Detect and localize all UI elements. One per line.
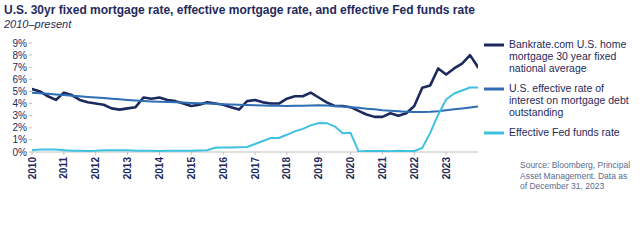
- y-tick: [29, 55, 32, 56]
- x-tick-label: 2014: [154, 157, 165, 180]
- x-tick-label: 2017: [250, 157, 261, 180]
- legend-swatch: [484, 131, 504, 135]
- y-tick: [29, 127, 32, 128]
- x-tick-label: 2020: [345, 157, 356, 180]
- x-tick: [191, 152, 192, 155]
- x-tick-label: 2022: [409, 157, 420, 180]
- x-tick-label: 2019: [313, 157, 324, 180]
- title: U.S. 30yr fixed mortgage rate, effective…: [4, 3, 475, 17]
- legend-swatch-line: [484, 88, 504, 91]
- y-tick: [29, 91, 32, 92]
- x-tick: [63, 152, 64, 155]
- legend-item: Effective Fed funds rate: [484, 126, 638, 138]
- x-tick-label: 2018: [281, 157, 292, 180]
- y-tick-label: 9%: [13, 38, 28, 49]
- y-tick-label: 6%: [13, 74, 28, 85]
- x-tick: [223, 152, 224, 155]
- x-tick-label: 2013: [122, 157, 133, 180]
- y-tick-label: 8%: [13, 50, 28, 61]
- legend-label: U.S. effective rate of interest on mortg…: [509, 82, 638, 118]
- series-line: [32, 55, 478, 117]
- y-tick-label: 2%: [13, 122, 28, 133]
- legend-swatch-line: [484, 44, 504, 47]
- x-tick-label: 2021: [377, 157, 388, 180]
- x-tick-label: 2012: [90, 157, 101, 180]
- legend-label: Bankrate.com U.S. home mortgage 30 year …: [509, 38, 638, 74]
- legend: Bankrate.com U.S. home mortgage 30 year …: [484, 38, 638, 146]
- x-tick: [159, 152, 160, 155]
- x-tick: [318, 152, 319, 155]
- x-tick: [95, 152, 96, 155]
- series-line: [32, 93, 478, 112]
- x-tick: [382, 152, 383, 155]
- legend-item: U.S. effective rate of interest on mortg…: [484, 82, 638, 118]
- y-tick: [29, 67, 32, 68]
- x-tick-label: 2011: [58, 157, 69, 179]
- x-tick-label: 2010: [27, 157, 38, 180]
- series-line: [32, 87, 478, 151]
- x-tick: [286, 152, 287, 155]
- y-tick: [29, 103, 32, 104]
- legend-swatch: [484, 43, 504, 47]
- x-tick: [350, 152, 351, 155]
- legend-swatch-line: [484, 132, 504, 135]
- x-tick: [255, 152, 256, 155]
- source: Source: Bloomberg, Principal Asset Manag…: [520, 160, 636, 192]
- y-tick-label: 1%: [13, 134, 28, 145]
- y-tick-label: 3%: [13, 110, 28, 121]
- legend-item: Bankrate.com U.S. home mortgage 30 year …: [484, 38, 638, 74]
- x-tick-label: 2016: [218, 157, 229, 180]
- subtitle: 2010–present: [3, 18, 72, 30]
- y-tick: [29, 115, 32, 116]
- plot-area: [32, 55, 478, 151]
- y-tick-label: 5%: [13, 86, 28, 97]
- x-tick: [414, 152, 415, 155]
- legend-label: Effective Fed funds rate: [509, 126, 620, 138]
- x-tick: [32, 152, 33, 155]
- x-tick: [446, 152, 447, 155]
- x-tick-label: 2023: [441, 157, 452, 180]
- y-tick: [29, 79, 32, 80]
- x-tick-label: 2015: [186, 157, 197, 180]
- legend-swatch: [484, 87, 504, 91]
- y-tick: [29, 43, 32, 44]
- x-tick: [127, 152, 128, 155]
- y-tick-label: 0%: [13, 147, 28, 158]
- y-tick: [29, 139, 32, 140]
- y-tick-label: 4%: [13, 98, 28, 109]
- y-tick-label: 7%: [13, 62, 28, 73]
